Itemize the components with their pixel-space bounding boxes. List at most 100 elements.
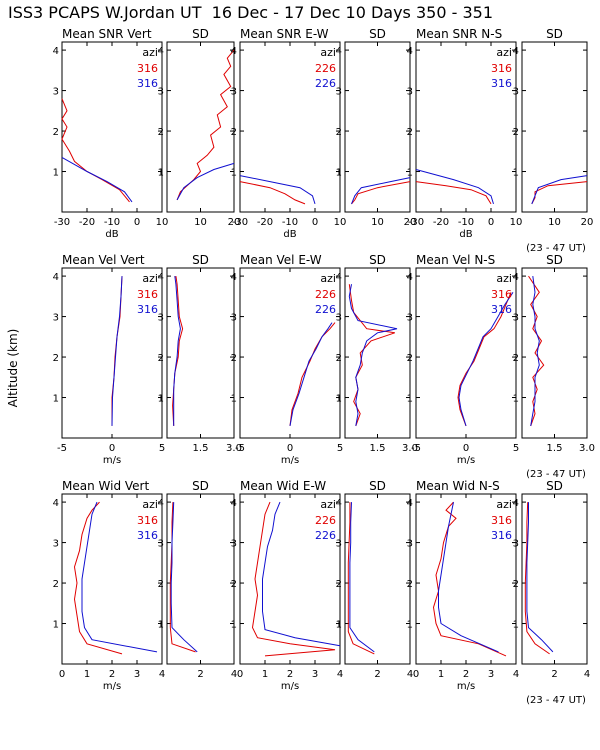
panel-3-2: SD 1 2 3 4 2 4	[158, 479, 238, 680]
series-line-blue	[349, 502, 375, 653]
y-tick-label: 4	[513, 46, 519, 57]
x-axis-label: dB	[105, 229, 118, 240]
series-line-blue	[61, 156, 133, 203]
x-tick-label: -5	[411, 443, 421, 454]
series-line-red	[169, 502, 196, 653]
x-tick-label: -30	[408, 217, 424, 228]
x-tick-label: 1.5	[193, 443, 209, 454]
x-tick-label: 10	[548, 217, 561, 228]
y-tick-label: 2	[231, 353, 237, 364]
legend-entry-red: 316	[491, 288, 512, 301]
panel-title: SD	[369, 27, 386, 41]
x-tick-label: -20	[433, 217, 449, 228]
legend-entry-blue: 316	[137, 303, 158, 316]
panel-1-4: SD 1 2 3 4 10 20	[336, 27, 417, 228]
panel-title: Mean Vel N-S	[416, 253, 495, 267]
x-tick-label: 1	[438, 669, 444, 680]
legend-header: azi	[320, 498, 336, 511]
x-tick-label: 2	[551, 669, 557, 680]
y-tick-label: 1	[53, 620, 59, 631]
series-line-blue	[170, 502, 198, 653]
legend-header: azi	[496, 46, 512, 59]
panel-title: Mean Wid Vert	[62, 479, 149, 493]
series-line-red	[531, 181, 588, 205]
x-tick-label: 1.5	[370, 443, 386, 454]
y-tick-label: 1	[513, 394, 519, 405]
y-tick-label: 3	[158, 87, 164, 98]
panel-title: SD	[192, 479, 209, 493]
y-tick-label: 3	[158, 539, 164, 550]
panel-frame	[166, 493, 235, 665]
panel-3-1: Mean Wid Vert 1 2 3 4 0 1 2 3 4 m/s azi 316 316	[53, 479, 166, 692]
y-tick-label: 3	[53, 87, 59, 98]
x-axis-label: dB	[283, 229, 296, 240]
y-tick-label: 3	[231, 539, 237, 550]
x-axis-label: m/s	[457, 455, 475, 466]
panel-title: SD	[546, 253, 563, 267]
series-line-blue	[531, 175, 588, 205]
series-line-red	[61, 98, 130, 203]
series-line-red	[528, 275, 545, 427]
y-tick-label: 2	[158, 579, 164, 590]
panel-title: Mean SNR N-S	[416, 27, 502, 41]
legend-entry-blue: 316	[491, 77, 512, 90]
y-tick-label: 2	[158, 127, 164, 138]
panel-title: SD	[192, 27, 209, 41]
x-tick-label: 2	[287, 669, 293, 680]
x-tick-label: 0	[109, 443, 115, 454]
x-tick-label: 3	[134, 669, 140, 680]
y-tick-label: 4	[53, 498, 59, 509]
legend-entry-red: 316	[137, 62, 158, 75]
legend-header: azi	[496, 272, 512, 285]
x-tick-label: 2	[374, 669, 380, 680]
x-tick-label: 10	[371, 217, 384, 228]
y-tick-label: 3	[53, 539, 59, 550]
y-tick-label: 1	[158, 394, 164, 405]
y-tick-label: 4	[231, 46, 237, 57]
y-tick-label: 3	[407, 539, 413, 550]
legend-entry-red: 226	[315, 62, 336, 75]
series-line-blue	[81, 501, 158, 653]
x-tick-label: 3.0	[402, 443, 418, 454]
legend-entry-blue: 226	[315, 77, 336, 90]
y-tick-label: 4	[513, 498, 519, 509]
y-tick-label: 3	[513, 313, 519, 324]
y-tick-label: 4	[158, 272, 164, 283]
panel-3-4: SD 1 2 3 4 2 4	[336, 479, 414, 680]
legend-entry-red: 316	[491, 514, 512, 527]
y-tick-label: 1	[407, 620, 413, 631]
y-tick-label: 1	[53, 394, 59, 405]
y-tick-label: 4	[407, 46, 413, 57]
x-tick-label: 0	[463, 443, 469, 454]
x-tick-label: 0	[287, 443, 293, 454]
x-tick-label: -30	[232, 217, 248, 228]
y-tick-label: 4	[158, 498, 164, 509]
legend-header: azi	[496, 498, 512, 511]
y-tick-label: 3	[336, 539, 342, 550]
legend-entry-blue: 316	[491, 529, 512, 542]
y-tick-label: 4	[231, 498, 237, 509]
panel-title: SD	[369, 253, 386, 267]
x-tick-label: 10	[334, 217, 347, 228]
y-tick-label: 1	[231, 620, 237, 631]
y-tick-label: 2	[336, 127, 342, 138]
x-axis-label: m/s	[103, 681, 121, 692]
series-line-blue	[348, 284, 398, 426]
panel-2-1: Mean Vel Vert 1 2 3 4 -5 0 5 m/s azi 316 316	[53, 253, 166, 466]
y-tick-label: 2	[53, 579, 59, 590]
y-tick-label: 3	[336, 87, 342, 98]
panel-title: Mean SNR Vert	[62, 27, 152, 41]
time-range-note: (23 - 47 UT)	[526, 469, 586, 480]
x-axis-label: m/s	[281, 681, 299, 692]
panel-1-3: Mean SNR E-W 1 2 3 4 -30 -20 -10 0 10 dB azi 226 226	[231, 27, 347, 240]
legend-entry-red: 316	[491, 62, 512, 75]
figure-title: ISS3 PCAPS W.Jordan UT 16 Dec - 17 Dec 1…	[8, 3, 493, 22]
y-tick-label: 2	[407, 579, 413, 590]
x-tick-label: -20	[257, 217, 273, 228]
x-tick-label: -30	[54, 217, 70, 228]
x-tick-label: 1	[84, 669, 90, 680]
legend-header: azi	[142, 498, 158, 511]
x-tick-label: 3	[312, 669, 318, 680]
legend-entry-red: 316	[137, 514, 158, 527]
